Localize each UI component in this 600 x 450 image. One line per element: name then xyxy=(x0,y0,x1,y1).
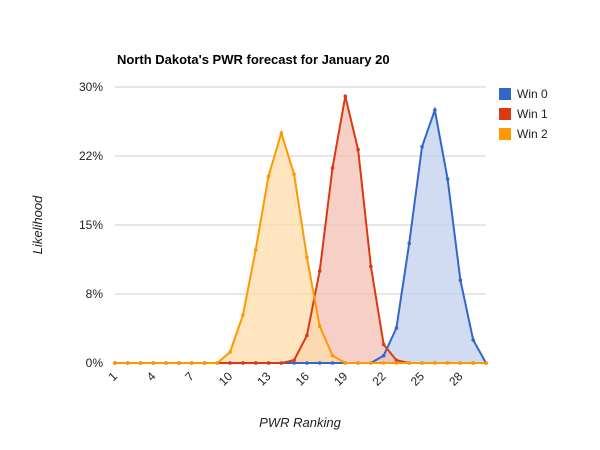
point-win-0 xyxy=(471,338,476,342)
x-tick-label: 13 xyxy=(254,369,274,389)
y-axis-ticks: 0% 8% 15% 22% 30% xyxy=(79,80,103,370)
legend: Win 0 Win 1 Win 2 xyxy=(499,87,548,141)
point-win-2 xyxy=(138,361,143,365)
line-win-2 xyxy=(115,129,486,364)
point-win-1 xyxy=(369,264,373,269)
point-win-2 xyxy=(458,361,463,365)
point-win-2 xyxy=(215,361,220,365)
point-win-1 xyxy=(253,361,258,365)
x-axis-label: PWR Ranking xyxy=(259,415,341,430)
x-tick-label: 1 xyxy=(105,369,120,384)
point-win-2 xyxy=(433,361,437,365)
point-win-2 xyxy=(484,361,488,365)
point-win-1 xyxy=(330,166,335,170)
point-win-2 xyxy=(113,361,117,365)
point-win-2 xyxy=(164,361,168,365)
point-win-0 xyxy=(407,241,412,246)
point-win-2 xyxy=(394,361,399,365)
x-tick-label: 4 xyxy=(144,369,159,384)
point-win-2 xyxy=(151,361,156,365)
point-win-2 xyxy=(292,172,296,177)
point-win-2 xyxy=(343,361,348,365)
point-win-2 xyxy=(305,255,309,259)
point-win-1 xyxy=(228,361,232,365)
x-tick-label: 19 xyxy=(331,369,351,389)
x-tick-label: 7 xyxy=(182,369,197,384)
point-win-0 xyxy=(305,361,309,365)
legend-label-win-0: Win 0 xyxy=(517,87,548,101)
point-win-1 xyxy=(241,361,245,365)
point-win-0 xyxy=(317,361,322,365)
point-win-1 xyxy=(343,94,348,98)
point-win-2 xyxy=(177,361,181,365)
point-win-0 xyxy=(330,361,335,365)
point-win-0 xyxy=(381,353,386,358)
x-tick-label: 25 xyxy=(408,369,428,389)
point-win-2 xyxy=(407,361,412,365)
point-win-1 xyxy=(266,361,271,365)
y-tick-label: 30% xyxy=(79,80,103,94)
point-win-1 xyxy=(317,269,322,273)
point-win-1 xyxy=(394,358,399,363)
point-win-1 xyxy=(356,147,360,152)
x-tick-label: 10 xyxy=(216,369,236,389)
point-win-0 xyxy=(420,145,424,149)
y-tick-label: 0% xyxy=(86,356,104,370)
point-win-1 xyxy=(305,333,309,338)
x-axis-ticks: 1 4 7 10 13 16 19 22 25 28 xyxy=(105,369,465,389)
point-win-2 xyxy=(420,361,424,365)
point-win-0 xyxy=(445,177,450,181)
point-win-2 xyxy=(445,361,450,365)
point-win-1 xyxy=(292,358,296,363)
legend-swatch-win-1 xyxy=(499,108,511,120)
point-win-1 xyxy=(279,361,284,365)
point-win-2 xyxy=(202,361,207,365)
point-win-2 xyxy=(471,361,476,365)
y-axis-label: Likelihood xyxy=(30,195,45,254)
series-areas xyxy=(115,96,486,363)
legend-label-win-2: Win 2 xyxy=(517,127,548,141)
point-win-2 xyxy=(189,361,194,365)
y-tick-label: 8% xyxy=(86,287,104,301)
legend-swatch-win-2 xyxy=(499,128,511,140)
point-win-2 xyxy=(279,131,284,135)
point-win-2 xyxy=(317,324,322,329)
point-win-2 xyxy=(381,361,386,365)
area-win-0 xyxy=(115,110,486,363)
x-tick-label: 28 xyxy=(446,369,466,389)
point-win-0 xyxy=(458,278,463,283)
legend-label-win-1: Win 1 xyxy=(517,107,548,121)
series-lines xyxy=(115,95,487,364)
point-win-0 xyxy=(433,108,437,112)
series-points xyxy=(113,94,488,365)
legend-swatch-win-0 xyxy=(499,88,511,100)
point-win-2 xyxy=(330,353,335,358)
point-win-2 xyxy=(228,350,232,354)
point-win-2 xyxy=(356,361,360,365)
point-win-1 xyxy=(381,342,386,347)
y-tick-label: 15% xyxy=(79,218,103,232)
y-tick-label: 22% xyxy=(79,149,103,163)
x-tick-label: 22 xyxy=(369,369,389,389)
point-win-2 xyxy=(266,174,271,179)
point-win-0 xyxy=(394,326,399,330)
x-tick-label: 16 xyxy=(293,369,313,389)
chart-title: North Dakota's PWR forecast for January … xyxy=(117,52,390,67)
area-win-2 xyxy=(115,133,486,363)
point-win-2 xyxy=(241,313,245,317)
point-win-2 xyxy=(369,361,373,365)
point-win-2 xyxy=(253,248,258,252)
point-win-0 xyxy=(292,361,296,365)
point-win-2 xyxy=(125,361,130,365)
